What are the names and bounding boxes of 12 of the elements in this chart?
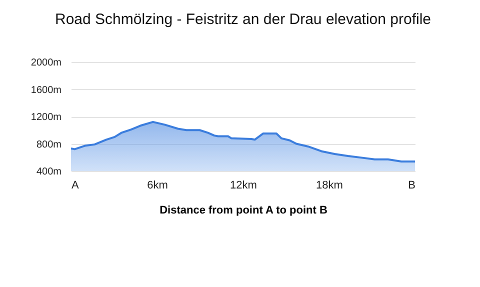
- y-tick-label: 1200m: [30, 112, 62, 123]
- chart-title: Road Schmölzing - Feistritz an der Drau elevation profile: [54, 11, 432, 28]
- y-tick-label: 2000m: [30, 58, 62, 68]
- y-tick-label: 1600m: [30, 84, 62, 96]
- x-tick-label: A: [72, 180, 80, 192]
- x-tick-label: B: [408, 180, 416, 192]
- x-tick-label: 12km: [230, 180, 257, 192]
- y-tick-label: 800m: [36, 139, 62, 150]
- x-tick-label: 18km: [316, 180, 343, 192]
- x-tick-label: 6km: [147, 180, 168, 192]
- y-tick-label: 400m: [36, 166, 62, 178]
- x-axis-title: Distance from point A to point B: [160, 204, 328, 216]
